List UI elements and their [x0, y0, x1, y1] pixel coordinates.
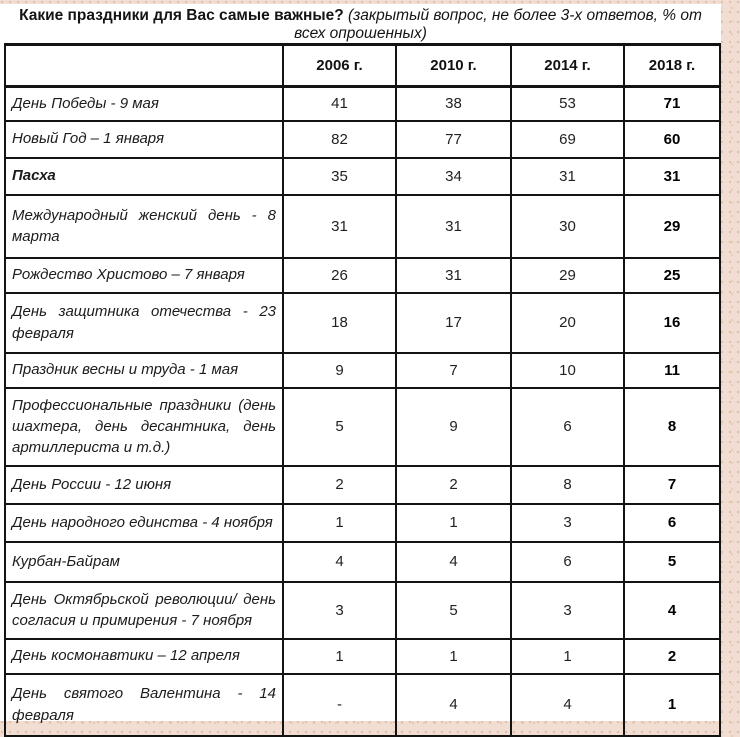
document-sheet: Какие праздники для Вас самые важные? (з…	[0, 4, 721, 737]
value-2006: 1	[282, 502, 397, 543]
holiday-label: День народного единства - 4 ноября	[4, 502, 284, 543]
holiday-label: День святого Валентина - 14 февраля	[4, 672, 284, 737]
value-2014: 53	[510, 85, 625, 122]
holiday-label: Международный женский день - 8 марта	[4, 193, 284, 259]
value-2018: 71	[623, 85, 721, 122]
table-row: Профессиональные праздники (день шахтера…	[4, 386, 721, 467]
value-2018: 7	[623, 464, 721, 505]
value-2018: 11	[623, 351, 721, 389]
value-2014: 31	[510, 156, 625, 196]
value-2006: 9	[282, 351, 397, 389]
value-2018: 4	[623, 580, 721, 640]
survey-question-title: Какие праздники для Вас самые важные? (з…	[0, 4, 721, 43]
value-2014: 3	[510, 580, 625, 640]
value-2010: 77	[395, 119, 512, 159]
holiday-label: Рождество Христово – 7 января	[4, 256, 284, 294]
value-2010: 31	[395, 193, 512, 259]
value-2006: -	[282, 672, 397, 737]
value-2018: 8	[623, 386, 721, 467]
value-2014: 4	[510, 672, 625, 737]
holiday-label: День защитника отечества - 23 февраля	[4, 291, 284, 354]
value-2006: 82	[282, 119, 397, 159]
table-row: Международный женский день - 8 марта 31 31…	[4, 193, 721, 259]
value-2006: 26	[282, 256, 397, 294]
value-2006: 5	[282, 386, 397, 467]
value-2006: 3	[282, 580, 397, 640]
value-2006: 31	[282, 193, 397, 259]
value-2010: 1	[395, 637, 512, 675]
holiday-label: Праздник весны и труда - 1 мая	[4, 351, 284, 389]
holiday-label: День Октябрьской революции/ день согласи…	[4, 580, 284, 640]
value-2010: 4	[395, 540, 512, 583]
value-2018: 1	[623, 672, 721, 737]
value-2006: 35	[282, 156, 397, 196]
value-2014: 6	[510, 386, 625, 467]
table-row: Праздник весны и труда - 1 мая 9 7 10 11	[4, 351, 721, 389]
value-2010: 2	[395, 464, 512, 505]
value-2014: 3	[510, 502, 625, 543]
holiday-label: День Победы - 9 мая	[4, 85, 284, 122]
value-2018: 5	[623, 540, 721, 583]
table-row: День народного единства - 4 ноября 1 1 3 6	[4, 502, 721, 543]
value-2010: 1	[395, 502, 512, 543]
table-row: Рождество Христово – 7 января 26 31 29 25	[4, 256, 721, 294]
holiday-label: Новый Год – 1 января	[4, 119, 284, 159]
header-row: 2006 г. 2010 г. 2014 г. 2018 г.	[4, 43, 721, 88]
value-2006: 41	[282, 85, 397, 122]
value-2010: 7	[395, 351, 512, 389]
value-2006: 18	[282, 291, 397, 354]
table-row: День космонавтики – 12 апреля 1 1 1 2	[4, 637, 721, 675]
value-2014: 1	[510, 637, 625, 675]
value-2014: 8	[510, 464, 625, 505]
table-row: День Октябрьской революции/ день согласи…	[4, 580, 721, 640]
table-row: Курбан-Байрам 4 4 6 5	[4, 540, 721, 583]
col-header-2014: 2014 г.	[510, 43, 625, 88]
value-2006: 2	[282, 464, 397, 505]
value-2018: 31	[623, 156, 721, 196]
holiday-label: Профессиональные праздники (день шахтера…	[4, 386, 284, 467]
value-2018: 2	[623, 637, 721, 675]
value-2010: 38	[395, 85, 512, 122]
holiday-label: Курбан-Байрам	[4, 540, 284, 583]
holiday-label: День России - 12 июня	[4, 464, 284, 505]
col-header-2010: 2010 г.	[395, 43, 512, 88]
value-2010: 5	[395, 580, 512, 640]
value-2018: 29	[623, 193, 721, 259]
value-2010: 17	[395, 291, 512, 354]
empty-corner-cell	[4, 43, 284, 88]
table-row: Новый Год – 1 января 82 77 69 60	[4, 119, 721, 159]
table-row: Пасха 35 34 31 31	[4, 156, 721, 196]
value-2014: 30	[510, 193, 625, 259]
value-2014: 6	[510, 540, 625, 583]
table-row: День защитника отечества - 23 февраля 18 1…	[4, 291, 721, 354]
col-header-2006: 2006 г.	[282, 43, 397, 88]
value-2014: 69	[510, 119, 625, 159]
value-2018: 25	[623, 256, 721, 294]
value-2018: 60	[623, 119, 721, 159]
value-2010: 31	[395, 256, 512, 294]
question-text: Какие праздники для Вас самые важные?	[19, 7, 344, 24]
value-2018: 6	[623, 502, 721, 543]
value-2010: 34	[395, 156, 512, 196]
table-row: День святого Валентина - 14 февраля -4 4 1	[4, 672, 721, 737]
holidays-survey-table: 2006 г. 2010 г. 2014 г. 2018 г. День Поб…	[4, 43, 721, 737]
value-2010: 4	[395, 672, 512, 737]
value-2014: 20	[510, 291, 625, 354]
value-2006: 1	[282, 637, 397, 675]
col-header-2018: 2018 г.	[623, 43, 721, 88]
value-2018: 16	[623, 291, 721, 354]
table-row: День Победы - 9 мая 41 38 53 71	[4, 85, 721, 122]
value-2014: 29	[510, 256, 625, 294]
table-row: День России - 12 июня 2 2 8 7	[4, 464, 721, 505]
value-2006: 4	[282, 540, 397, 583]
question-note: (закрытый вопрос, не более 3-х ответов, …	[294, 7, 702, 42]
value-2014: 10	[510, 351, 625, 389]
value-2010: 9	[395, 386, 512, 467]
holiday-label: Пасха	[4, 156, 284, 196]
holiday-label: День космонавтики – 12 апреля	[4, 637, 284, 675]
